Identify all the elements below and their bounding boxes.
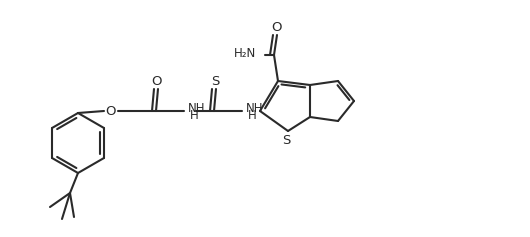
Text: NH: NH [188,101,206,114]
Text: O: O [152,74,162,87]
Text: H: H [248,109,257,122]
Text: NH: NH [246,101,263,114]
Text: O: O [271,20,281,33]
Text: H: H [190,109,199,122]
Text: S: S [282,133,290,146]
Text: O: O [106,105,116,118]
Text: S: S [211,74,219,87]
Text: H₂N: H₂N [234,46,256,59]
